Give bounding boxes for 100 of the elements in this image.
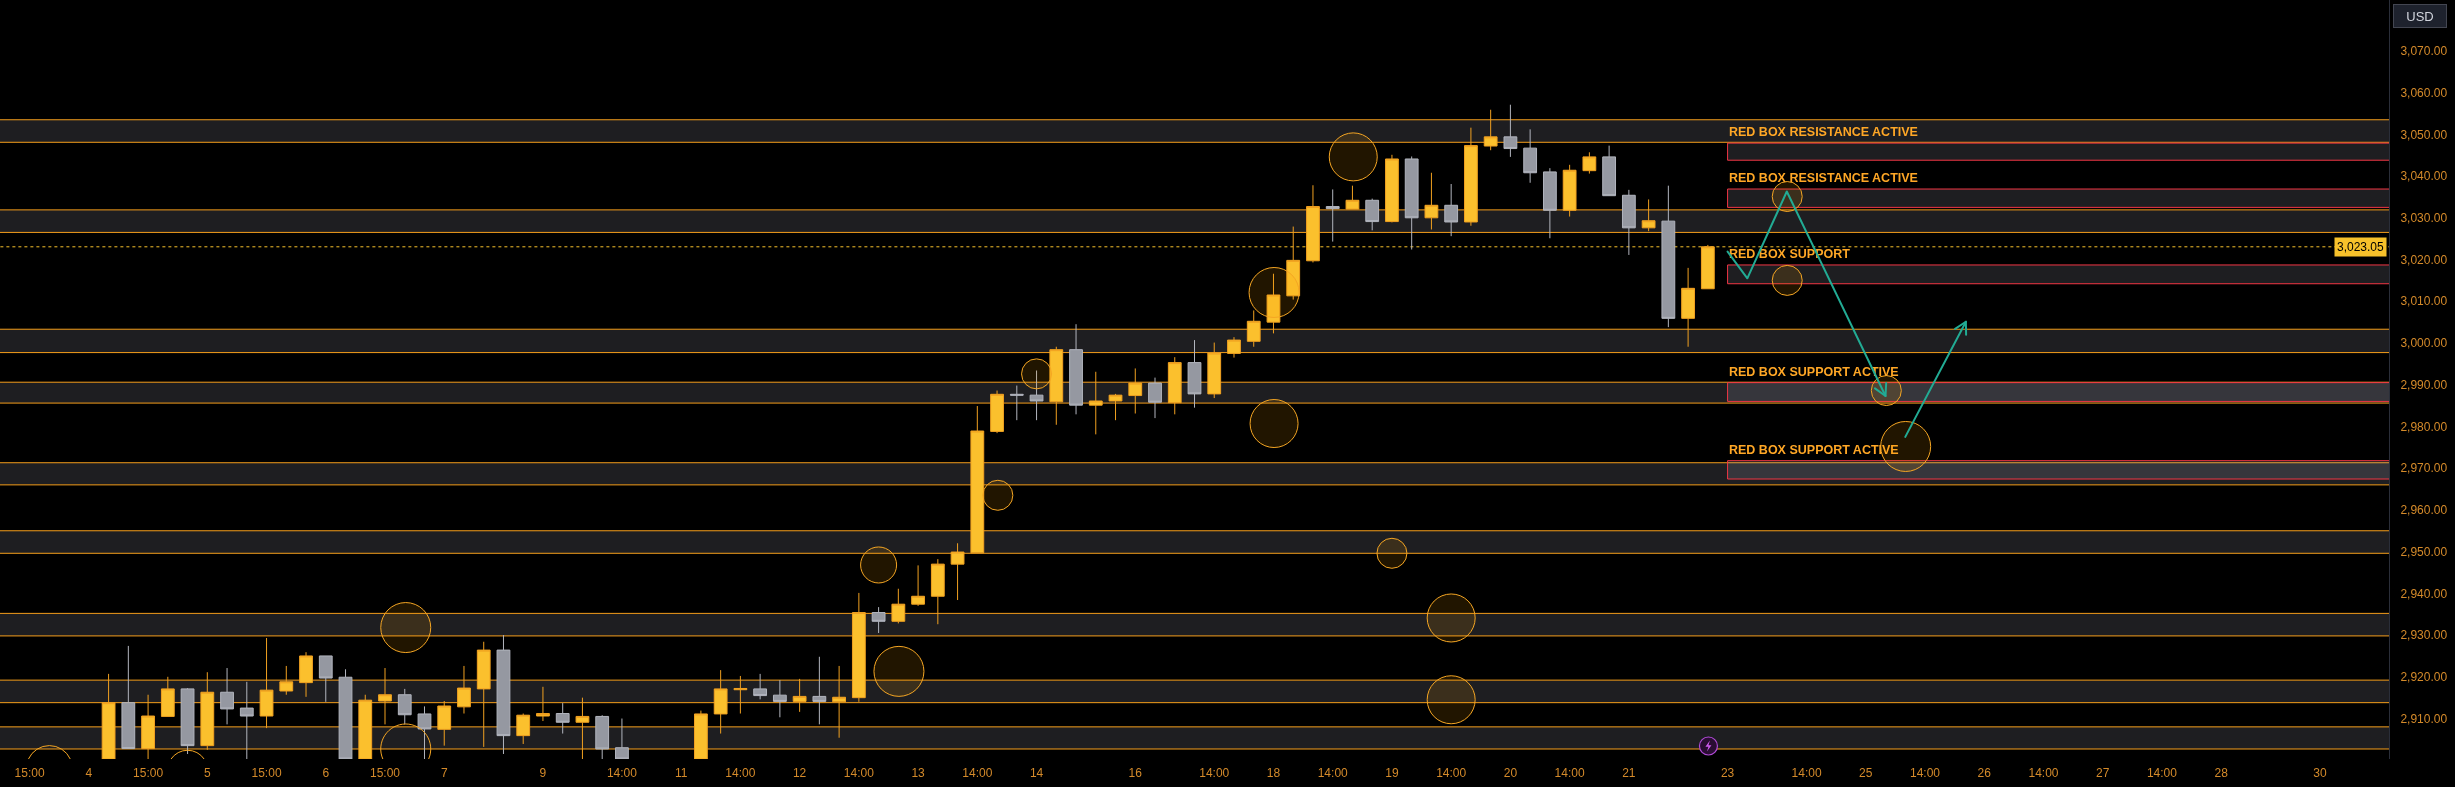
candlestick	[753, 673, 768, 700]
y-tick-label: 2,970.00	[2400, 461, 2448, 476]
candlestick	[101, 673, 116, 759]
candlestick	[220, 667, 234, 725]
x-tick-label: 19	[1385, 766, 1399, 780]
candlestick	[575, 697, 590, 759]
candlestick	[713, 669, 728, 735]
y-tick-label: 3,020.00	[2400, 252, 2448, 267]
candlestick	[417, 705, 432, 759]
candlestick	[1641, 198, 1656, 232]
x-tick-label: 9	[539, 766, 547, 780]
candlestick	[733, 675, 748, 715]
candlestick	[595, 714, 610, 759]
candlestick	[1483, 109, 1498, 151]
candlestick	[457, 665, 471, 715]
x-tick-label: 11	[674, 766, 688, 780]
candlestick	[437, 700, 452, 747]
candlestick	[1108, 393, 1123, 421]
candlestick	[397, 688, 412, 725]
y-tick-label: 3,030.00	[2400, 211, 2448, 226]
x-tick-label: 14:00	[606, 766, 638, 780]
candlestick	[891, 588, 906, 624]
candlestick	[160, 676, 175, 717]
y-tick-label: 2,980.00	[2400, 419, 2448, 434]
text: USD	[2406, 8, 2434, 24]
candlestick	[911, 564, 925, 607]
y-tick-label: 3,060.00	[2400, 85, 2448, 100]
x-tick-label: 12	[792, 766, 807, 780]
x-tick-label: 23	[1720, 766, 1735, 780]
y-tick-label: 2,990.00	[2400, 377, 2448, 392]
candlestick	[279, 665, 294, 696]
x-tick-label: 14:00	[962, 766, 993, 780]
candlestick	[792, 678, 807, 713]
x-tick-label: 14	[1029, 766, 1044, 780]
x-tick-label: 4	[85, 766, 93, 780]
candlestick	[1167, 356, 1182, 415]
ref-line-label: 3,023.05	[2337, 240, 2385, 254]
x-tick-label: 21	[1622, 766, 1636, 780]
candlestick	[1385, 154, 1399, 223]
y-tick-label: 2,950.00	[2400, 544, 2448, 559]
candlestick	[555, 702, 570, 735]
candlestick	[121, 645, 136, 750]
y-tick-label: 2,940.00	[2400, 586, 2448, 601]
x-tick-label: 14:00	[1317, 766, 1349, 780]
candlestick	[299, 651, 313, 698]
candlestick	[950, 542, 965, 601]
x-tick-label: 20	[1503, 766, 1518, 780]
candlestick	[1069, 323, 1083, 415]
x-tick-label: 5	[203, 766, 211, 780]
candlestick	[378, 667, 392, 725]
x-tick-label: 15:00	[369, 766, 401, 780]
candlestick	[338, 668, 353, 759]
candlestick	[1345, 185, 1360, 210]
candlestick	[1404, 155, 1419, 251]
candlestick	[970, 405, 985, 554]
candlestick	[1325, 188, 1340, 243]
y-tick-label: 3,040.00	[2400, 169, 2448, 184]
band-label: RED BOX RESISTANCE ACTIVE	[1729, 125, 1918, 139]
candlestick	[1621, 189, 1636, 256]
candlestick	[1523, 128, 1538, 184]
candlestick	[832, 665, 847, 739]
candlestick	[1227, 336, 1241, 359]
y-tick-label: 2,960.00	[2400, 503, 2448, 518]
x-tick-label: 15:00	[133, 766, 164, 780]
candlestick	[694, 710, 708, 759]
candlestick	[615, 718, 629, 759]
candlestick	[200, 671, 215, 751]
x-tick-label: 30	[2313, 766, 2327, 780]
candlestick	[1148, 377, 1162, 419]
candlestick	[476, 641, 491, 748]
candlestick	[1424, 172, 1439, 230]
candlestick	[1444, 183, 1459, 237]
candlestick	[1464, 127, 1478, 227]
x-tick-label: 18	[1266, 766, 1281, 780]
x-tick-label: 14:00	[725, 766, 756, 780]
x-tick-label: 6	[322, 766, 330, 780]
candlestick	[1088, 371, 1103, 435]
x-tick-label: 14:00	[1910, 766, 1941, 780]
candlestick	[1128, 367, 1143, 415]
x-tick-label: 16	[1128, 766, 1143, 780]
candlestick	[871, 606, 886, 634]
candlestick	[239, 681, 254, 759]
y-tick-label: 2,930.00	[2400, 628, 2448, 643]
y-tick-label: 3,070.00	[2400, 44, 2448, 59]
candlestick	[990, 390, 1004, 434]
candlestick	[1602, 145, 1617, 197]
x-tick-label: 7	[440, 766, 448, 780]
candlestick	[1542, 167, 1557, 239]
x-tick-label: 14:00	[2028, 766, 2059, 780]
x-tick-label: 14:00	[1436, 766, 1467, 780]
candlestick	[1365, 198, 1380, 231]
candlestick	[516, 713, 531, 745]
candlestick	[772, 679, 787, 718]
candlestick	[358, 694, 373, 759]
x-tick-label: 14:00	[1199, 766, 1230, 780]
candlestick	[851, 592, 866, 703]
candlestick	[930, 558, 945, 625]
candlestick	[1009, 385, 1024, 421]
y-tick-label: 3,000.00	[2400, 336, 2448, 351]
candlestick	[318, 655, 333, 703]
